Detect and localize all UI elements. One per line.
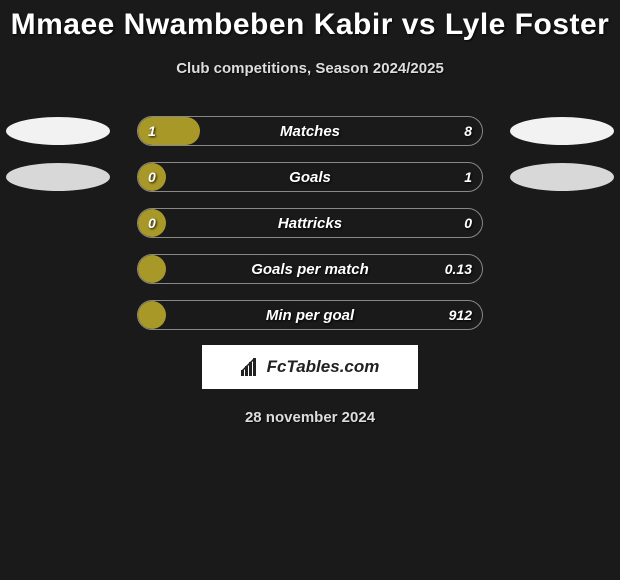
stat-bar: Min per goal912 xyxy=(137,300,483,330)
stat-value-right: 8 xyxy=(464,117,472,145)
stat-label: Matches xyxy=(138,117,482,145)
stat-row: 0Hattricks0 xyxy=(0,207,620,239)
stat-value-right: 0 xyxy=(464,209,472,237)
stat-label: Min per goal xyxy=(138,301,482,329)
player-ellipse-right xyxy=(510,117,614,145)
subtitle: Club competitions, Season 2024/2025 xyxy=(0,60,620,77)
stats-container: 1Matches80Goals10Hattricks0Goals per mat… xyxy=(0,115,620,331)
date-label: 28 november 2024 xyxy=(0,409,620,426)
stat-bar: 0Hattricks0 xyxy=(137,208,483,238)
stat-row: 0Goals1 xyxy=(0,161,620,193)
player-ellipse-right xyxy=(510,163,614,191)
stat-value-right: 912 xyxy=(449,301,472,329)
stat-label: Goals xyxy=(138,163,482,191)
stat-row: Min per goal912 xyxy=(0,299,620,331)
player-ellipse-left xyxy=(6,117,110,145)
player-ellipse-left xyxy=(6,163,110,191)
stat-label: Goals per match xyxy=(138,255,482,283)
chart-icon xyxy=(241,358,261,376)
comparison-card: Mmaee Nwambeben Kabir vs Lyle Foster Clu… xyxy=(0,0,620,426)
page-title: Mmaee Nwambeben Kabir vs Lyle Foster xyxy=(0,8,620,42)
fctables-logo[interactable]: FcTables.com xyxy=(202,345,418,389)
stat-label: Hattricks xyxy=(138,209,482,237)
stat-value-right: 0.13 xyxy=(445,255,472,283)
stat-bar: 0Goals1 xyxy=(137,162,483,192)
stat-row: Goals per match0.13 xyxy=(0,253,620,285)
stat-value-right: 1 xyxy=(464,163,472,191)
stat-bar: Goals per match0.13 xyxy=(137,254,483,284)
stat-bar: 1Matches8 xyxy=(137,116,483,146)
stat-row: 1Matches8 xyxy=(0,115,620,147)
logo-text: FcTables.com xyxy=(267,357,380,377)
